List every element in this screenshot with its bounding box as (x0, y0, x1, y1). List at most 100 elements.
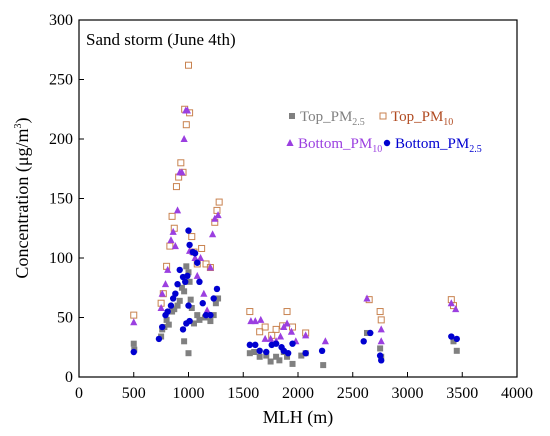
point-bottom-pm10 (169, 227, 177, 235)
point-bottom-pm10 (251, 317, 259, 325)
legend-label-top-pm10: Top_PM10 (391, 109, 453, 128)
point-top-pm10 (198, 244, 206, 252)
point-bottom-pm2-5 (367, 329, 374, 337)
legend-entry-bottom-pm25: Bottom_PM2.5 (395, 136, 482, 155)
legend-label-top-pm25-main: Top_PM (300, 109, 352, 125)
x-tick-label: 0 (75, 385, 83, 402)
point-top-pm2-5 (196, 316, 203, 323)
legend-marker-bottom-pm10 (286, 139, 294, 146)
point-bottom-pm10 (211, 214, 219, 222)
point-top-pm2-5 (165, 321, 172, 328)
point-bottom-pm2-5 (202, 311, 210, 319)
point-bottom-pm2-5 (318, 347, 326, 355)
point-bottom-pm2-5 (196, 278, 203, 285)
x-tick-label: 2000 (282, 385, 314, 402)
point-bottom-pm10 (180, 135, 188, 142)
point-top-pm10 (188, 233, 196, 241)
point-bottom-pm10 (191, 254, 199, 261)
point-bottom-pm10 (276, 332, 285, 340)
point-bottom-pm10 (287, 327, 296, 335)
legend-marker-top-pm2-5 (289, 113, 295, 119)
y-axis-title: Concentration (μg/m3) (12, 117, 33, 278)
point-bottom-pm2-5 (378, 357, 385, 364)
point-bottom-pm10 (178, 168, 186, 176)
point-bottom-pm10 (447, 299, 455, 307)
point-bottom-pm2-5 (376, 352, 384, 359)
point-top-pm2-5 (174, 302, 181, 309)
y-tick-label: 300 (49, 12, 73, 29)
point-bottom-pm10 (130, 318, 138, 326)
legend-entry-top-pm10: Top_PM10 (391, 109, 453, 128)
y-tick-label: 100 (49, 250, 73, 267)
point-bottom-pm10 (183, 106, 192, 114)
point-top-pm2-5 (178, 284, 185, 291)
y-tick-label: 50 (57, 310, 73, 327)
data-marks (130, 61, 460, 369)
point-top-pm2-5 (215, 295, 222, 302)
point-top-pm10 (283, 308, 291, 316)
legend-label-bottom-pm10-main: Bottom_PM (298, 136, 372, 152)
point-bottom-pm2-5 (252, 341, 259, 349)
point-bottom-pm2-5 (130, 348, 137, 356)
point-top-pm10 (182, 121, 190, 129)
y-tick-label: 250 (49, 72, 73, 89)
point-bottom-pm2-5 (302, 350, 309, 357)
point-top-pm10 (246, 308, 254, 316)
point-bottom-pm2-5 (289, 340, 296, 347)
legend-marker-bottom-pm2-5 (383, 139, 391, 147)
point-top-pm2-5 (273, 353, 280, 360)
point-top-pm10 (177, 159, 185, 167)
point-bottom-pm2-5 (194, 259, 201, 266)
point-bottom-pm2-5 (186, 317, 193, 325)
point-bottom-pm2-5 (172, 290, 179, 297)
legend: Top_PM2.5 Top_PM10 Bottom_PM10 Bottom_PM… (286, 109, 482, 155)
y-tick-label: 0 (65, 369, 73, 386)
point-bottom-pm10 (157, 303, 165, 311)
point-top-pm2-5 (163, 316, 170, 323)
point-top-pm2-5 (298, 352, 305, 359)
point-bottom-pm2-5 (184, 272, 191, 280)
point-top-pm10 (377, 316, 385, 324)
point-bottom-pm2-5 (213, 285, 221, 293)
point-bottom-pm10 (193, 271, 201, 279)
legend-label-top-pm25: Top_PM2.5 (300, 109, 365, 128)
point-bottom-pm2-5 (174, 280, 181, 288)
point-top-pm2-5 (183, 263, 190, 270)
point-bottom-pm2-5 (284, 350, 292, 357)
point-top-pm10 (130, 311, 138, 319)
point-bottom-pm2-5 (453, 335, 460, 343)
point-bottom-pm10 (206, 263, 214, 271)
x-tick-label: 4000 (501, 385, 533, 402)
point-bottom-pm2-5 (263, 348, 270, 356)
point-top-pm2-5 (377, 345, 384, 352)
point-bottom-pm10 (377, 325, 385, 333)
point-top-pm2-5 (210, 312, 217, 319)
point-top-pm10 (202, 260, 210, 268)
x-axis-title: MLH (m) (263, 407, 334, 428)
point-bottom-pm2-5 (256, 347, 263, 355)
y-tick-label: 150 (49, 191, 73, 208)
y-axis-title-close: ) (12, 117, 33, 123)
point-bottom-pm10 (164, 265, 172, 273)
point-bottom-pm10 (261, 334, 269, 342)
point-bottom-pm10 (208, 230, 217, 238)
point-bottom-pm10 (167, 236, 175, 244)
point-top-pm2-5 (453, 347, 460, 354)
point-bottom-pm10 (203, 306, 211, 314)
point-top-pm10 (215, 198, 223, 206)
point-top-pm2-5 (186, 278, 193, 285)
point-top-pm10 (261, 323, 269, 331)
point-top-pm2-5 (185, 269, 192, 276)
point-top-pm2-5 (276, 357, 283, 364)
legend-marker-top-pm10 (379, 112, 387, 120)
point-top-pm2-5 (176, 297, 183, 304)
x-tick-label: 1000 (173, 385, 205, 402)
point-bottom-pm2-5 (182, 278, 189, 285)
point-top-pm2-5 (251, 349, 258, 356)
point-bottom-pm2-5 (210, 295, 217, 302)
point-bottom-pm10 (363, 294, 371, 302)
x-tick-label: 3000 (392, 385, 424, 402)
point-top-pm10 (256, 328, 264, 336)
point-bottom-pm2-5 (448, 333, 455, 340)
point-bottom-pm2-5 (179, 326, 187, 333)
